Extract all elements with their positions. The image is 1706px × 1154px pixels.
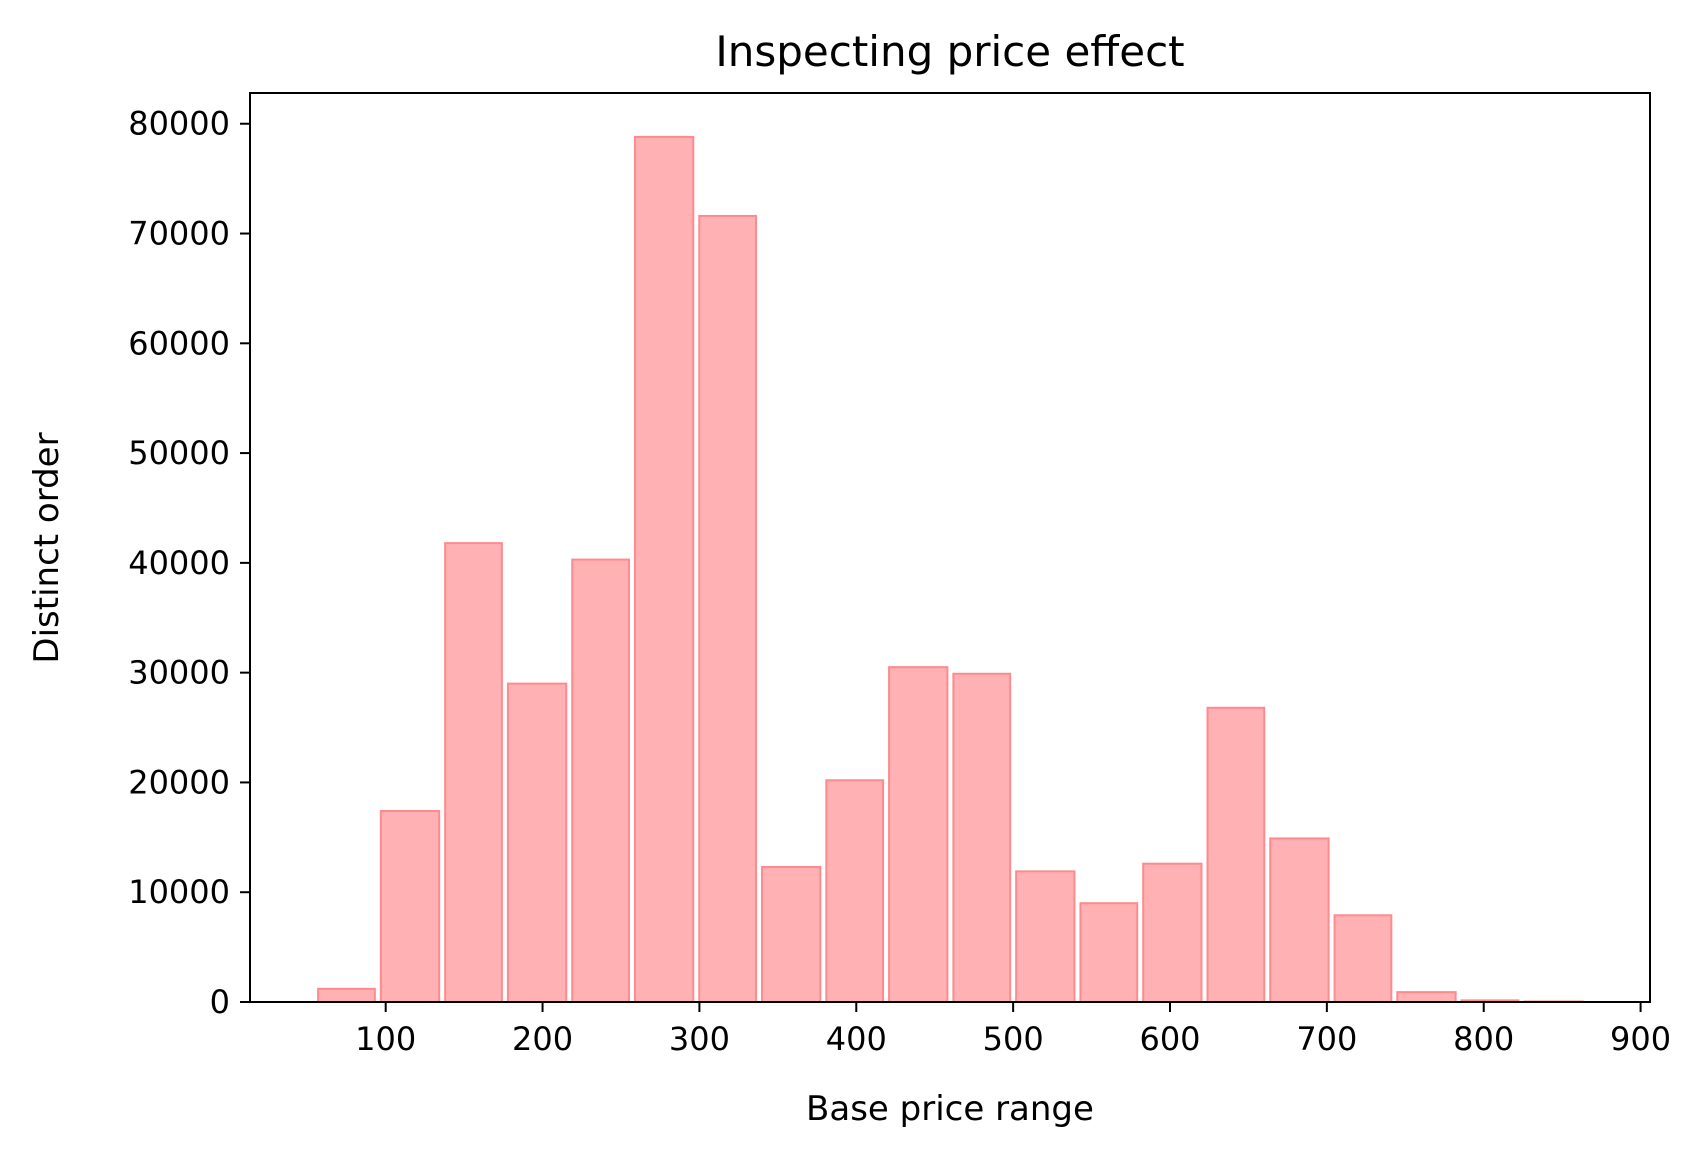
histogram-bar [1206,706,1266,1003]
x-tick-label: 600 [1139,1020,1200,1058]
histogram-bar [317,987,376,1004]
x-tick-label: 500 [983,1020,1044,1058]
y-tick-label: 20000 [128,763,230,801]
histogram-bar [379,809,441,1004]
histogram-bar [1396,991,1457,1004]
histogram-bar [888,666,949,1003]
x-axis: 100 200 300 400 500 600 700 800 900 [355,1002,1671,1058]
x-tick-label: 700 [1296,1020,1357,1058]
bars-group [317,135,1584,1004]
histogram-bar [761,865,822,1004]
y-tick-label: 70000 [128,215,230,253]
histogram-bar [506,682,568,1003]
x-tick-label: 400 [826,1020,887,1058]
x-tick-label: 200 [512,1020,573,1058]
histogram-bar [1333,914,1393,1003]
y-tick-label: 80000 [128,105,230,143]
histogram-bar [1079,902,1139,1004]
y-tick-label: 0 [210,983,230,1021]
histogram-bar [1015,870,1076,1004]
histogram-bar [1269,837,1330,1003]
y-tick-label: 60000 [128,324,230,362]
y-tick-label: 50000 [128,434,230,472]
x-tick-label: 900 [1610,1020,1671,1058]
plot-frame [249,92,1651,1003]
y-tick-label: 30000 [128,654,230,692]
histogram-bar [698,214,758,1003]
y-axis-label: Distinct order [27,432,67,663]
x-tick-label: 300 [669,1020,730,1058]
histogram-bar [825,779,885,1003]
chart-title: Inspecting price effect [715,27,1184,76]
histogram-bar [633,135,695,1004]
y-tick-label: 40000 [128,544,230,582]
histogram-bar [1142,862,1203,1003]
x-tick-label: 800 [1453,1020,1514,1058]
y-axis: 0 10000 20000 30000 40000 50000 60000 70000 8000… [128,105,250,1021]
histogram-bar [571,558,630,1004]
x-tick-label: 100 [355,1020,416,1058]
y-tick-label: 10000 [128,873,230,911]
histogram-bar [444,542,503,1003]
histogram-bar [952,672,1012,1003]
x-axis-label: Base price range [806,1089,1094,1129]
